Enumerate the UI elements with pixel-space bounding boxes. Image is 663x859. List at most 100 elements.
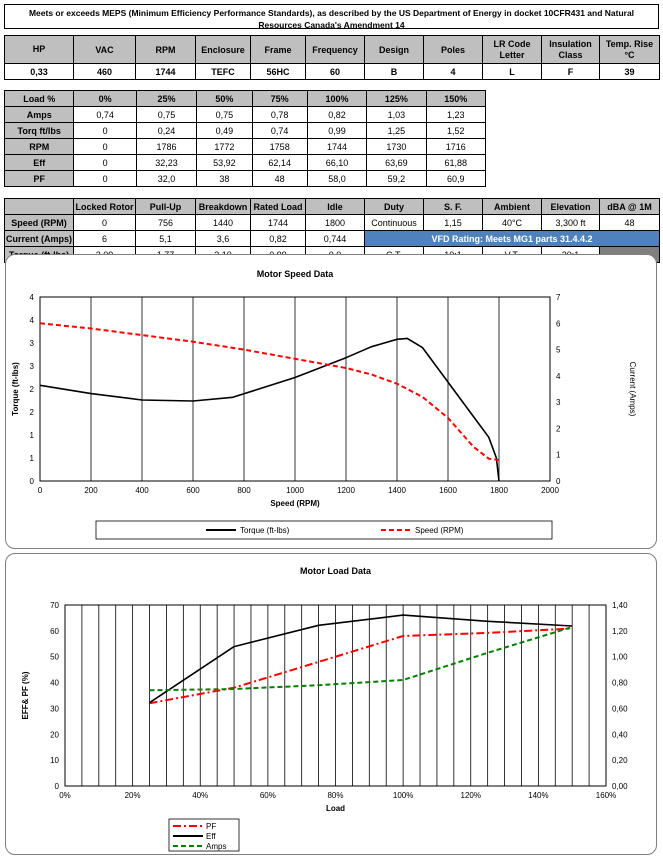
- specs-value: 39: [599, 63, 660, 80]
- load-chart-panel: Motor Load Data 0% 20% 40% 60% 80% 100% 120% 140…: [5, 553, 657, 855]
- load-row: PF 0 32,0 38 48 58,0 59,2 60,9: [3, 170, 487, 187]
- y-tick-label: 0: [55, 782, 60, 791]
- x-tick-label: 600: [186, 486, 200, 495]
- x-tick-label: 2000: [541, 486, 559, 495]
- load-header: 125%: [366, 90, 427, 107]
- plot-frame: [39, 296, 551, 482]
- x-tick-label: 140%: [528, 791, 548, 800]
- specs-value: 0,33: [4, 63, 74, 80]
- perf-header-row: Locked Rotor Pull-Up Breakdown Rated Loa…: [4, 198, 660, 215]
- x-tick-label: 0%: [59, 791, 71, 800]
- y-tick-label: 4: [30, 293, 35, 302]
- perf-cell: 3,300 ft: [541, 214, 600, 231]
- y-right-tick-label: 0,40: [612, 730, 628, 739]
- load-cell: 1772: [196, 138, 253, 155]
- specs-header: Poles: [423, 35, 483, 64]
- x-tick-label: 20%: [125, 791, 141, 800]
- load-cell: 0: [73, 138, 137, 155]
- perf-cell: 1,15: [423, 214, 483, 231]
- load-cell: 1744: [306, 138, 368, 155]
- specs-header: RPM: [135, 35, 196, 64]
- perf-header: Rated Load: [250, 198, 306, 215]
- y-right-tick-label: 5: [556, 346, 561, 355]
- load-cell: 0,74: [73, 106, 137, 123]
- series-line-pf: [149, 627, 573, 705]
- datasheet: Meets or exceeds MEPS (Minimum Efficienc…: [3, 4, 660, 263]
- perf-header: [4, 198, 74, 215]
- load-header: 25%: [135, 90, 198, 107]
- series-line-speed-rpm: [39, 322, 500, 461]
- series-line-amps: [149, 626, 573, 692]
- load-header: 150%: [425, 90, 487, 107]
- load-cell: 58,0: [306, 170, 368, 187]
- perf-header: Idle: [305, 198, 365, 215]
- perf-speed-row: Speed (RPM) 0 756 1440 1744 1800 Continu…: [4, 214, 660, 231]
- load-cell: 1,03: [366, 106, 427, 123]
- perf-cell: 1800: [305, 214, 365, 231]
- y-right-tick-label: 4: [556, 372, 561, 381]
- x-tick-label: 1000: [286, 486, 304, 495]
- y-axis-label: Torque (ft-lbs): [11, 362, 20, 416]
- load-cell: 0: [73, 154, 137, 171]
- x-tick-label: 400: [135, 486, 149, 495]
- x-tick-label: 1600: [439, 486, 457, 495]
- specs-header: Frame: [250, 35, 306, 64]
- x-tick-label: 1800: [490, 486, 508, 495]
- series-line-eff: [149, 614, 573, 704]
- load-cell: 1758: [251, 138, 308, 155]
- load-header: 75%: [251, 90, 308, 107]
- specs-header: Temp. Rise °C: [599, 35, 660, 64]
- perf-cell: 1744: [250, 214, 306, 231]
- load-cell: 0,49: [196, 122, 253, 139]
- load-table: Load % 0% 25% 50% 75% 100% 125% 150% Amp…: [3, 90, 487, 187]
- perf-header: Breakdown: [195, 198, 251, 215]
- x-tick-label: 800: [237, 486, 251, 495]
- specs-value-row: 0,33 460 1744 TEFC 56HC 60 B 4 L F 39: [4, 63, 660, 80]
- y-right-axis-label: Current (Amps): [628, 362, 637, 417]
- perf-cell: 0,82: [250, 230, 306, 247]
- load-row-label: PF: [3, 170, 75, 187]
- load-cell: 0,82: [306, 106, 368, 123]
- load-cell: 60,9: [425, 170, 487, 187]
- perf-current-row: Current (Amps) 6 5,1 3,6 0,82 0,744 VFD …: [4, 230, 660, 247]
- x-axis-label: Load: [326, 804, 345, 813]
- specs-header: HP: [4, 35, 74, 64]
- x-tick-label: 40%: [192, 791, 208, 800]
- y-right-tick-label: 1,40: [612, 601, 628, 610]
- y-tick-label: 30: [50, 704, 59, 713]
- x-tick-label: 60%: [260, 791, 276, 800]
- load-chart: Motor Load Data 0% 20% 40% 60% 80% 100% 120% 140…: [21, 566, 628, 852]
- perf-header: Pull-Up: [135, 198, 196, 215]
- y-tick-label: 70: [50, 601, 59, 610]
- y-tick-label: 3: [30, 362, 35, 371]
- specs-table: HP VAC RPM Enclosure Frame Frequency Des…: [4, 35, 660, 80]
- perf-cell: 756: [135, 214, 196, 231]
- load-cell: 59,2: [366, 170, 427, 187]
- specs-value: 1744: [135, 63, 196, 80]
- legend-label: Torque (ft-lbs): [240, 526, 290, 535]
- specs-value: 4: [423, 63, 483, 80]
- perf-cell: 0,744: [305, 230, 365, 247]
- speed-chart-panel: Motor Speed Data 0 200 400 600 800 1000 1200 140…: [5, 254, 657, 549]
- chart-title: Motor Speed Data: [257, 269, 335, 279]
- y-tick-label: 50: [50, 653, 59, 662]
- load-cell: 38: [196, 170, 253, 187]
- perf-header: Locked Rotor: [73, 198, 136, 215]
- y-axis-label: EFF& PF (%): [21, 671, 30, 719]
- legend-box: [95, 520, 553, 540]
- load-cell: 1,52: [425, 122, 487, 139]
- y-right-tick-label: 1: [556, 451, 561, 460]
- specs-value: 60: [305, 63, 365, 80]
- load-cell: 0,78: [251, 106, 308, 123]
- specs-header: Frequency: [305, 35, 365, 64]
- load-cell: 61,88: [425, 154, 487, 171]
- x-tick-label: 120%: [461, 791, 481, 800]
- load-cell: 0: [73, 122, 137, 139]
- y-right-tick-label: 0,00: [612, 782, 628, 791]
- load-cell: 63,69: [366, 154, 427, 171]
- load-cell: 32,0: [135, 170, 198, 187]
- load-cell: 0,75: [135, 106, 198, 123]
- chart-title: Motor Load Data: [300, 566, 372, 576]
- load-cell: 62,14: [251, 154, 308, 171]
- load-cell: 0,24: [135, 122, 198, 139]
